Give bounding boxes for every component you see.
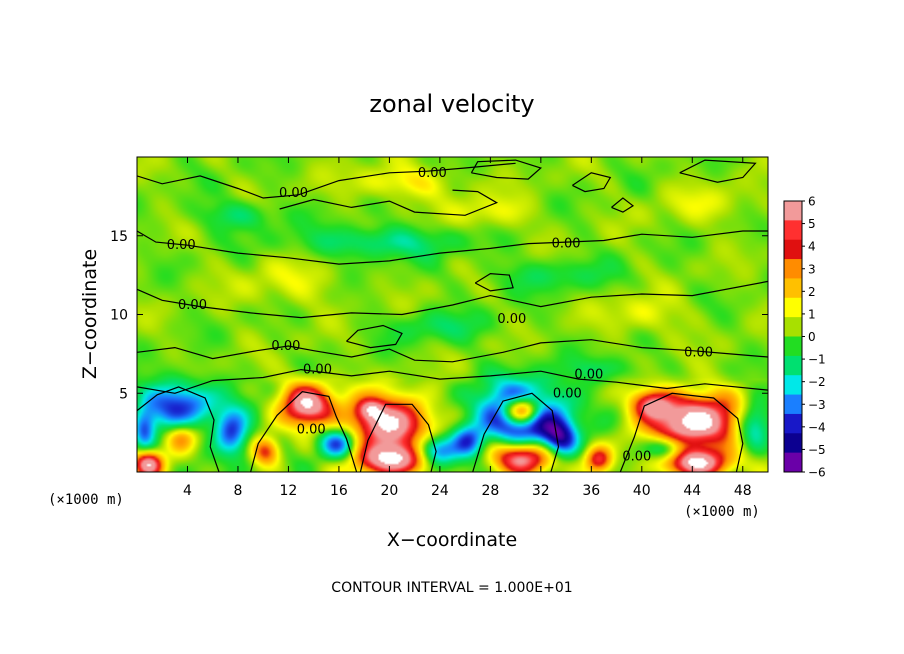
- colorbar-swatch: [784, 278, 802, 299]
- x-tick-label: 16: [330, 483, 348, 499]
- y-tick-label: 15: [110, 229, 128, 245]
- contour-line: [346, 324, 403, 349]
- contour-line: [137, 386, 220, 472]
- colorbar-swatch: [784, 433, 802, 454]
- colorbar-tick-label: 4: [808, 240, 816, 254]
- x-axis-label: X−coordinate: [387, 529, 517, 551]
- contour-line: [359, 403, 437, 472]
- x-tick-label: 40: [633, 483, 651, 499]
- contour-label: 0.00: [178, 298, 207, 313]
- x-tick-label: 36: [582, 483, 600, 499]
- colorbar-swatch: [784, 317, 802, 337]
- contour-label: 0.00: [622, 449, 651, 464]
- x-tick-label: 12: [279, 483, 297, 499]
- contour-line: [619, 392, 744, 472]
- colorbar-swatch: [784, 413, 802, 434]
- x-tick-label: 48: [734, 483, 752, 499]
- contour-line: [679, 159, 757, 183]
- contour-lines: [137, 159, 768, 472]
- y-axis-label: Z−coordinate: [79, 249, 101, 379]
- colorbar: 6 5 4 3 2 1 0 −1 −2 −3 −4 −5 −6: [783, 195, 826, 480]
- colorbar-swatch: [784, 201, 802, 221]
- colorbar-swatch: [784, 452, 802, 473]
- contour-line: [474, 272, 514, 292]
- colorbar-swatch: [784, 336, 802, 357]
- contour-line: [250, 391, 358, 472]
- colorbar-tick-label: −4: [808, 420, 826, 434]
- chart-title: zonal velocity: [369, 90, 534, 118]
- x-tick-label: 20: [380, 483, 398, 499]
- contour-labels: 0.000.000.00 0.000.000.000.000.00 0.000.00…: [167, 166, 713, 464]
- contour-label: 0.00: [167, 238, 196, 253]
- colorbar-tick-label: 0: [808, 330, 816, 344]
- y-axis: 5 10 15: [110, 229, 768, 402]
- contour-label: 0.00: [297, 423, 326, 438]
- contour-label: 0.00: [552, 237, 581, 252]
- colorbar-swatch: [784, 239, 802, 260]
- contour-line: [137, 280, 768, 319]
- contour-line: [137, 162, 516, 199]
- contour-line: [572, 172, 612, 193]
- x-unit-right: (×1000 m): [684, 504, 760, 520]
- colorbar-tick-label: 5: [808, 217, 816, 231]
- colorbar-tick-label: −6: [808, 466, 826, 480]
- y-tick-label: 5: [119, 386, 128, 402]
- x-tick-label: 28: [481, 483, 499, 499]
- colorbar-tick-label: −1: [808, 353, 826, 367]
- colorbar-swatch: [784, 259, 802, 279]
- contour-line: [470, 159, 542, 180]
- contour-line: [137, 368, 768, 394]
- contour-label: 0.00: [418, 166, 447, 181]
- contour-interval-note: CONTOUR INTERVAL = 1.000E+01: [331, 580, 572, 596]
- colorbar-swatch: [784, 394, 802, 415]
- contour-label: 0.00: [553, 386, 582, 401]
- colorbar-tick-label: −3: [808, 398, 826, 412]
- x-axis: 4 8 12 16 20 24 28 32 36 40 44 48: [183, 157, 752, 499]
- colorbar-tick-label: 6: [808, 195, 816, 209]
- y-tick-label: 10: [110, 308, 128, 324]
- colorbar-tick-label: 3: [808, 262, 816, 276]
- contour-line: [279, 189, 499, 216]
- colorbar-tick-label: 2: [808, 285, 816, 299]
- contour-label: 0.00: [303, 363, 332, 378]
- x-tick-label: 44: [683, 483, 701, 499]
- x-tick-label: 32: [532, 483, 550, 499]
- contour-line: [472, 392, 560, 472]
- colorbar-tick-label: −2: [808, 375, 826, 389]
- colorbar-swatch: [784, 297, 802, 318]
- colorbar-swatch: [784, 220, 802, 241]
- contour-label: 0.00: [497, 312, 526, 327]
- x-unit-left: (×1000 m): [48, 492, 124, 508]
- colorbar-swatch: [784, 375, 802, 395]
- contour-label: 0.00: [574, 367, 603, 382]
- contour-line: [137, 339, 768, 363]
- x-tick-label: 8: [234, 483, 243, 499]
- contour-label: 0.00: [279, 186, 308, 201]
- x-tick-label: 4: [183, 483, 192, 499]
- colorbar-tick-label: −5: [808, 443, 826, 457]
- plot-area: 0.000.000.00 0.000.000.000.000.00 0.000.00…: [136, 156, 769, 473]
- contour-label: 0.00: [271, 339, 300, 354]
- colorbar-swatch: [784, 355, 802, 376]
- contour-label: 0.00: [684, 345, 713, 360]
- contour-line: [137, 230, 768, 265]
- colorbar-tick-label: 1: [808, 307, 816, 321]
- contour-line: [611, 197, 635, 213]
- velocity-field: [137, 157, 768, 472]
- x-tick-label: 24: [431, 483, 449, 499]
